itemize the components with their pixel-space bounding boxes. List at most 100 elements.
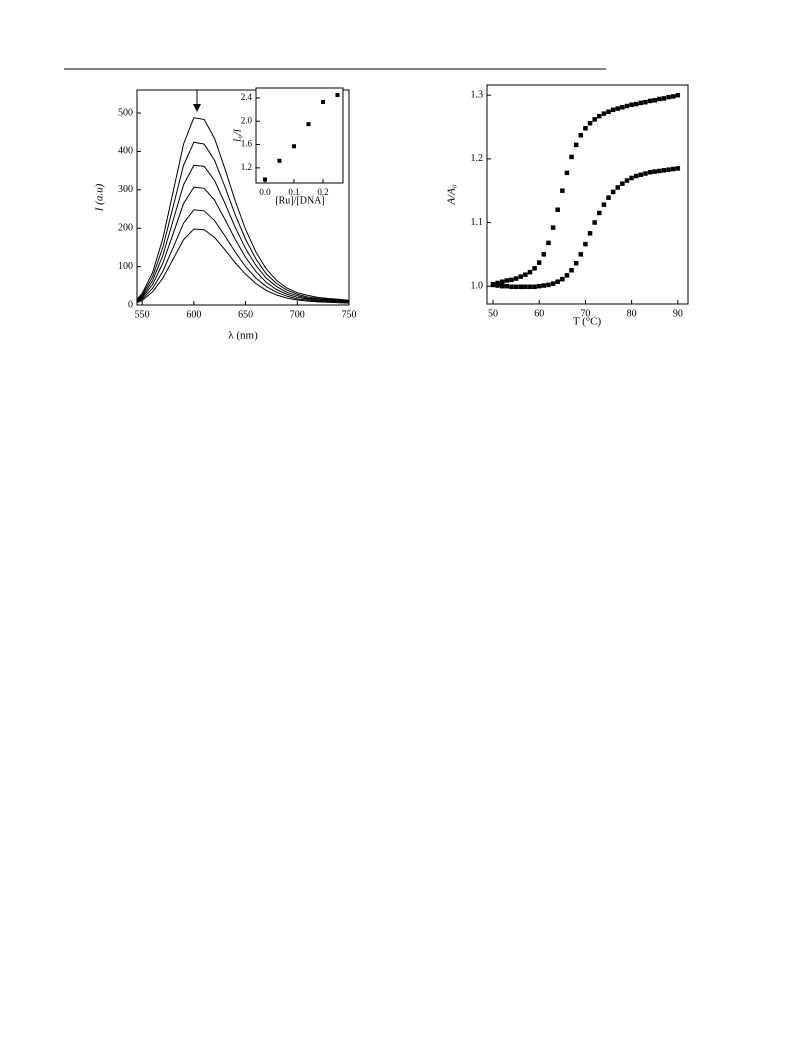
point xyxy=(620,105,625,110)
point xyxy=(569,268,574,273)
y-tick-label: 2.0 xyxy=(241,115,253,125)
point xyxy=(601,111,607,116)
x-tick-label: 0.0 xyxy=(259,187,271,197)
point xyxy=(536,283,542,289)
spectrum-line xyxy=(136,141,350,302)
point xyxy=(620,181,625,186)
point xyxy=(661,96,667,101)
y-axis-label: I₀/I xyxy=(232,128,243,143)
x-tick-label: 90 xyxy=(673,308,683,319)
point xyxy=(573,142,579,148)
point xyxy=(652,169,657,174)
point xyxy=(583,241,588,247)
arrow xyxy=(193,90,201,112)
point xyxy=(666,167,671,172)
x-tick-label: 600 xyxy=(186,309,201,320)
point xyxy=(615,106,621,111)
inset-frame xyxy=(256,88,343,183)
spectrum-line xyxy=(136,228,350,304)
point xyxy=(541,283,547,288)
plot-frame xyxy=(255,87,344,184)
point xyxy=(624,103,630,109)
y-tick-label: 1.6 xyxy=(241,139,253,149)
spectrum-line xyxy=(136,209,350,304)
point xyxy=(629,175,634,181)
point xyxy=(546,282,551,288)
x-tick-label: 80 xyxy=(627,308,637,319)
y-tick-label: 400 xyxy=(118,146,133,157)
y-tick-label: 1.0 xyxy=(471,280,484,291)
point xyxy=(532,284,537,290)
y-tick-label: 1.3 xyxy=(471,89,484,100)
plot-frame xyxy=(486,84,689,305)
y-tick-label: 500 xyxy=(118,107,133,118)
point xyxy=(504,283,510,289)
y-tick-label: 2.4 xyxy=(241,92,253,102)
point xyxy=(555,207,560,213)
point xyxy=(638,172,644,178)
point xyxy=(592,220,597,225)
x-tick-label: 0.2 xyxy=(317,187,328,197)
point xyxy=(610,107,616,113)
point xyxy=(509,277,514,283)
y-tick-label: 1.2 xyxy=(241,162,252,172)
point xyxy=(564,170,570,176)
point xyxy=(262,177,267,182)
x-tick-label: 50 xyxy=(488,308,498,319)
point xyxy=(527,284,533,290)
point xyxy=(335,92,340,97)
point xyxy=(490,282,496,288)
y-tick-label: 0 xyxy=(128,299,133,310)
x-tick-label: 650 xyxy=(238,309,253,320)
point xyxy=(670,166,676,172)
point xyxy=(536,260,542,265)
point xyxy=(306,122,311,127)
point xyxy=(550,281,556,286)
point xyxy=(499,283,505,289)
point xyxy=(592,117,597,122)
x-axis-label: λ (nm) xyxy=(228,330,258,342)
point xyxy=(606,109,611,114)
x-axis-label: T (°C) xyxy=(573,316,602,328)
point xyxy=(555,279,560,284)
point xyxy=(652,98,657,103)
point xyxy=(629,102,634,107)
point xyxy=(670,94,676,99)
plot-frame xyxy=(136,89,350,306)
point xyxy=(647,98,653,104)
point xyxy=(624,178,630,183)
y-axis-label: I (a.u) xyxy=(94,183,106,212)
point xyxy=(583,126,588,131)
spectrum-line xyxy=(136,186,350,303)
point xyxy=(578,252,584,257)
point xyxy=(277,158,282,163)
point xyxy=(291,144,296,149)
point xyxy=(569,154,574,160)
point xyxy=(518,274,523,279)
point xyxy=(495,280,500,286)
point xyxy=(606,195,611,200)
point xyxy=(661,168,667,173)
y-tick-label: 1.2 xyxy=(471,153,484,164)
x-tick-label: 700 xyxy=(290,309,305,320)
point xyxy=(546,240,551,246)
point xyxy=(523,284,528,290)
point xyxy=(597,210,602,216)
x-tick-label: 750 xyxy=(342,309,357,320)
point xyxy=(638,100,644,106)
point xyxy=(504,278,510,283)
point xyxy=(560,188,565,193)
point xyxy=(633,101,639,107)
point xyxy=(610,189,616,195)
point xyxy=(597,113,602,119)
y-axis-label: A/A₀ xyxy=(446,184,458,205)
point xyxy=(573,261,579,266)
x-tick-label: 0.1 xyxy=(288,187,299,197)
x-tick-label: 70 xyxy=(580,308,590,319)
point xyxy=(587,120,593,126)
point xyxy=(675,92,681,98)
y-tick-label: 300 xyxy=(118,184,133,195)
point xyxy=(523,272,528,277)
point xyxy=(601,202,607,207)
